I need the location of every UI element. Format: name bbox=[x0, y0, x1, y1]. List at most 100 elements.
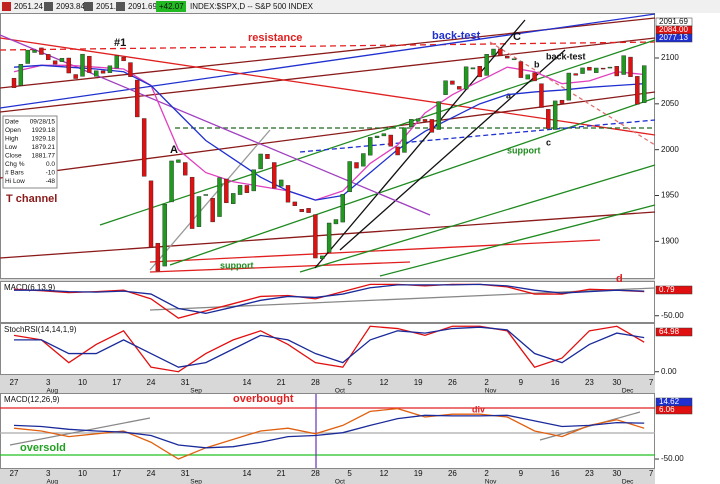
panel-title: MACD(12,26,9) bbox=[4, 395, 60, 404]
icon bbox=[44, 2, 53, 11]
value-box-label: 0.79 bbox=[659, 285, 675, 294]
y-tick-label: -50.00 bbox=[661, 311, 684, 320]
series-line bbox=[13, 64, 645, 201]
candle bbox=[518, 61, 524, 78]
candle bbox=[272, 162, 277, 189]
candle bbox=[498, 48, 503, 57]
data-window-label: Hi Low bbox=[5, 178, 25, 185]
candle bbox=[32, 49, 37, 53]
candle bbox=[258, 153, 263, 170]
candle bbox=[525, 74, 530, 80]
x-tick-label: 28 bbox=[311, 378, 320, 387]
x-tick-label: 5 bbox=[347, 469, 352, 478]
candle bbox=[114, 55, 119, 69]
candle bbox=[347, 161, 352, 193]
candle bbox=[457, 86, 462, 90]
value-box-label: 14.62 bbox=[659, 397, 680, 406]
candle bbox=[333, 219, 339, 225]
trend-line bbox=[0, 37, 656, 113]
x-tick-label: 2 bbox=[484, 469, 489, 478]
trend-line bbox=[0, 41, 656, 51]
candle bbox=[635, 76, 640, 105]
x-tick-label: 31 bbox=[181, 378, 190, 387]
candle bbox=[292, 201, 298, 206]
month-label: Dec bbox=[622, 388, 634, 395]
panel-title: StochRSI(14,14,1,9) bbox=[4, 325, 77, 334]
candle bbox=[224, 178, 229, 204]
candle bbox=[395, 146, 400, 156]
data-window-label: Date bbox=[5, 119, 19, 126]
header-change: +42.07 bbox=[159, 2, 184, 11]
candle bbox=[93, 70, 99, 77]
data-window-value: 1881.77 bbox=[32, 153, 56, 160]
x-tick-label: 27 bbox=[10, 469, 19, 478]
change-box bbox=[156, 1, 186, 12]
macd-panel bbox=[0, 281, 655, 323]
x-tick-label: 3 bbox=[46, 469, 51, 478]
annotation: div bbox=[472, 404, 485, 414]
candle bbox=[388, 134, 393, 147]
candle bbox=[176, 159, 181, 163]
candle bbox=[196, 196, 202, 227]
x-tick-label: 28 bbox=[311, 469, 320, 478]
panel-title: MACD(6,13,9) bbox=[4, 283, 55, 292]
candle bbox=[587, 66, 592, 71]
x-tick-label: 7 bbox=[649, 378, 654, 387]
candle bbox=[251, 169, 256, 192]
value-box-label: 2084.00 bbox=[659, 25, 688, 34]
candle bbox=[155, 242, 161, 272]
data-window-value: -10 bbox=[46, 170, 56, 177]
x-tick-label: 17 bbox=[112, 378, 121, 387]
candle bbox=[429, 119, 435, 133]
trend-line bbox=[299, 164, 656, 273]
data-window-label: Chg % bbox=[5, 161, 25, 168]
header-low: 2051.24 bbox=[96, 2, 125, 11]
candle bbox=[87, 55, 92, 73]
x-tick-label: 14 bbox=[242, 378, 251, 387]
candle bbox=[278, 179, 284, 187]
x-tick-label: 23 bbox=[585, 378, 594, 387]
candle bbox=[566, 72, 572, 101]
x-tick-label: 7 bbox=[649, 469, 654, 478]
candle bbox=[381, 133, 387, 137]
x-tick-label: 9 bbox=[519, 469, 524, 478]
x-tick-label: 19 bbox=[414, 378, 423, 387]
x-tick-label: 24 bbox=[147, 469, 156, 478]
y-tick-label: 2000 bbox=[661, 145, 679, 154]
candle bbox=[443, 80, 448, 95]
candle bbox=[484, 54, 489, 76]
x-tick-label: 30 bbox=[612, 469, 621, 478]
value-box-label: 6.06 bbox=[659, 405, 675, 414]
trend-line bbox=[149, 261, 411, 273]
y-tick-label: 1900 bbox=[661, 236, 679, 245]
y-tick-label: 2050 bbox=[661, 99, 679, 108]
stoch-panel bbox=[0, 323, 655, 375]
annotation: b bbox=[534, 59, 540, 69]
candle bbox=[354, 162, 359, 169]
candle bbox=[532, 72, 537, 82]
candle bbox=[642, 65, 647, 103]
trend-line bbox=[299, 119, 656, 153]
candle bbox=[80, 53, 85, 77]
x-tick-label: 9 bbox=[519, 378, 524, 387]
candle bbox=[607, 66, 613, 69]
x-tick-label: 26 bbox=[448, 378, 457, 387]
x-tick-label: 2 bbox=[484, 378, 489, 387]
month-label: Sep bbox=[190, 479, 202, 484]
icon bbox=[116, 2, 125, 11]
candle bbox=[594, 67, 599, 73]
candle bbox=[546, 109, 551, 129]
x-tick-label: 10 bbox=[78, 469, 87, 478]
annotation: a bbox=[506, 90, 512, 100]
candle bbox=[203, 194, 209, 196]
candle bbox=[326, 222, 332, 253]
candle bbox=[121, 56, 126, 62]
data-window-label: Low bbox=[5, 144, 17, 151]
candle bbox=[25, 49, 30, 64]
candle bbox=[628, 56, 633, 77]
trend-line bbox=[149, 129, 271, 271]
annotation: d bbox=[616, 273, 623, 285]
trend-line bbox=[149, 239, 601, 263]
value-box bbox=[655, 405, 693, 415]
header-close: 2091.69 bbox=[128, 2, 157, 11]
